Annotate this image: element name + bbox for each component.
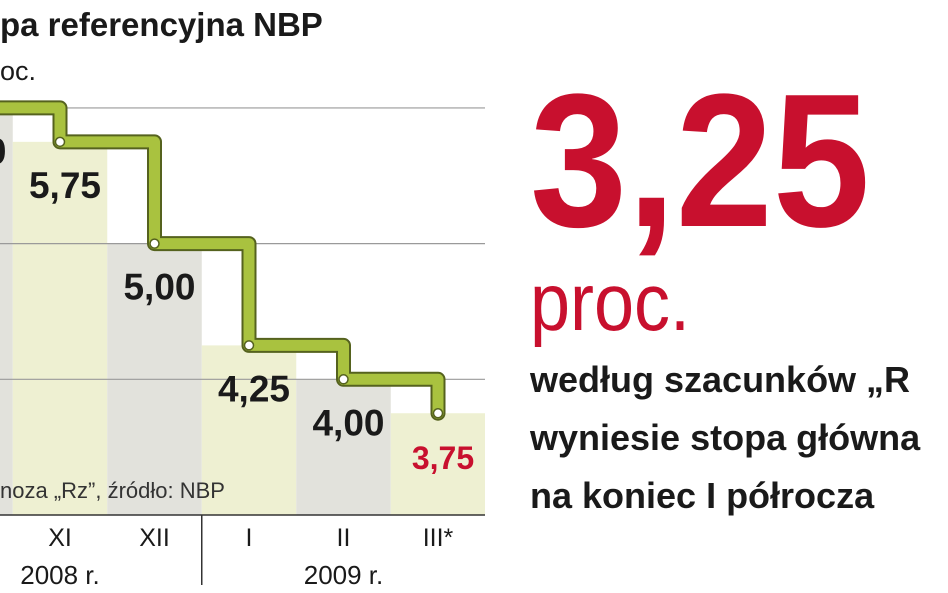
step-point bbox=[338, 374, 349, 385]
x-tick-label: XI bbox=[48, 524, 72, 552]
highlight-value: 3,25 bbox=[530, 55, 870, 267]
annotation-text: według szacunków „R bbox=[529, 359, 910, 400]
bar bbox=[390, 413, 485, 515]
chart-title: pa referencyjna NBP bbox=[0, 6, 323, 43]
step-point bbox=[432, 407, 444, 419]
value-label: 3,75 bbox=[412, 440, 474, 476]
highlight-unit: proc. bbox=[530, 257, 690, 348]
bar bbox=[201, 345, 297, 515]
chart-subtitle: oc. bbox=[0, 56, 36, 86]
value-label: 6,00 bbox=[0, 131, 7, 172]
value-label: 5,00 bbox=[123, 267, 195, 308]
value-label: 4,00 bbox=[312, 402, 384, 443]
value-label: 4,25 bbox=[218, 368, 290, 409]
step-point bbox=[54, 136, 66, 148]
value-label: 5,75 bbox=[29, 165, 101, 206]
source-note: noza „Rz”, źródło: NBP bbox=[0, 478, 225, 503]
group-label: 2009 r. bbox=[304, 560, 384, 590]
annotation-text: na koniec I półrocza bbox=[530, 475, 875, 516]
step-line bbox=[0, 102, 444, 419]
annotation-text: wyniesie stopa główna bbox=[529, 417, 921, 458]
x-tick-label: III* bbox=[423, 524, 454, 552]
step-point bbox=[149, 238, 160, 249]
bar bbox=[296, 379, 391, 515]
bar bbox=[0, 107, 13, 515]
x-tick-label: I bbox=[246, 524, 253, 552]
step-point bbox=[243, 340, 255, 351]
x-tick-label: XII bbox=[139, 524, 170, 552]
bar bbox=[12, 141, 108, 515]
x-tick-label: II bbox=[337, 524, 351, 552]
plot: 6,00 5,75 5,00 4,25 4,00 3,75 noza „Rz”, źródł… bbox=[0, 100, 485, 590]
group-label: 2008 r. bbox=[20, 560, 100, 590]
